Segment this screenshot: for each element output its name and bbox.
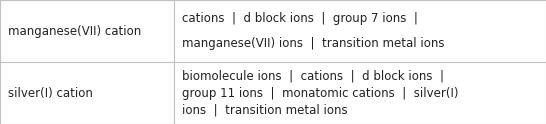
Text: cations  |  d block ions  |  group 7 ions  |: cations | d block ions | group 7 ions | <box>182 12 418 25</box>
Text: manganese(VII) ions  |  transition metal ions: manganese(VII) ions | transition metal i… <box>182 37 444 50</box>
Text: silver(I) cation: silver(I) cation <box>8 87 93 99</box>
Text: group 11 ions  |  monatomic cations  |  silver(I): group 11 ions | monatomic cations | silv… <box>182 87 458 99</box>
Text: ions  |  transition metal ions: ions | transition metal ions <box>182 103 347 116</box>
Text: biomolecule ions  |  cations  |  d block ions  |: biomolecule ions | cations | d block ion… <box>182 70 444 83</box>
Text: manganese(VII) cation: manganese(VII) cation <box>8 25 141 37</box>
